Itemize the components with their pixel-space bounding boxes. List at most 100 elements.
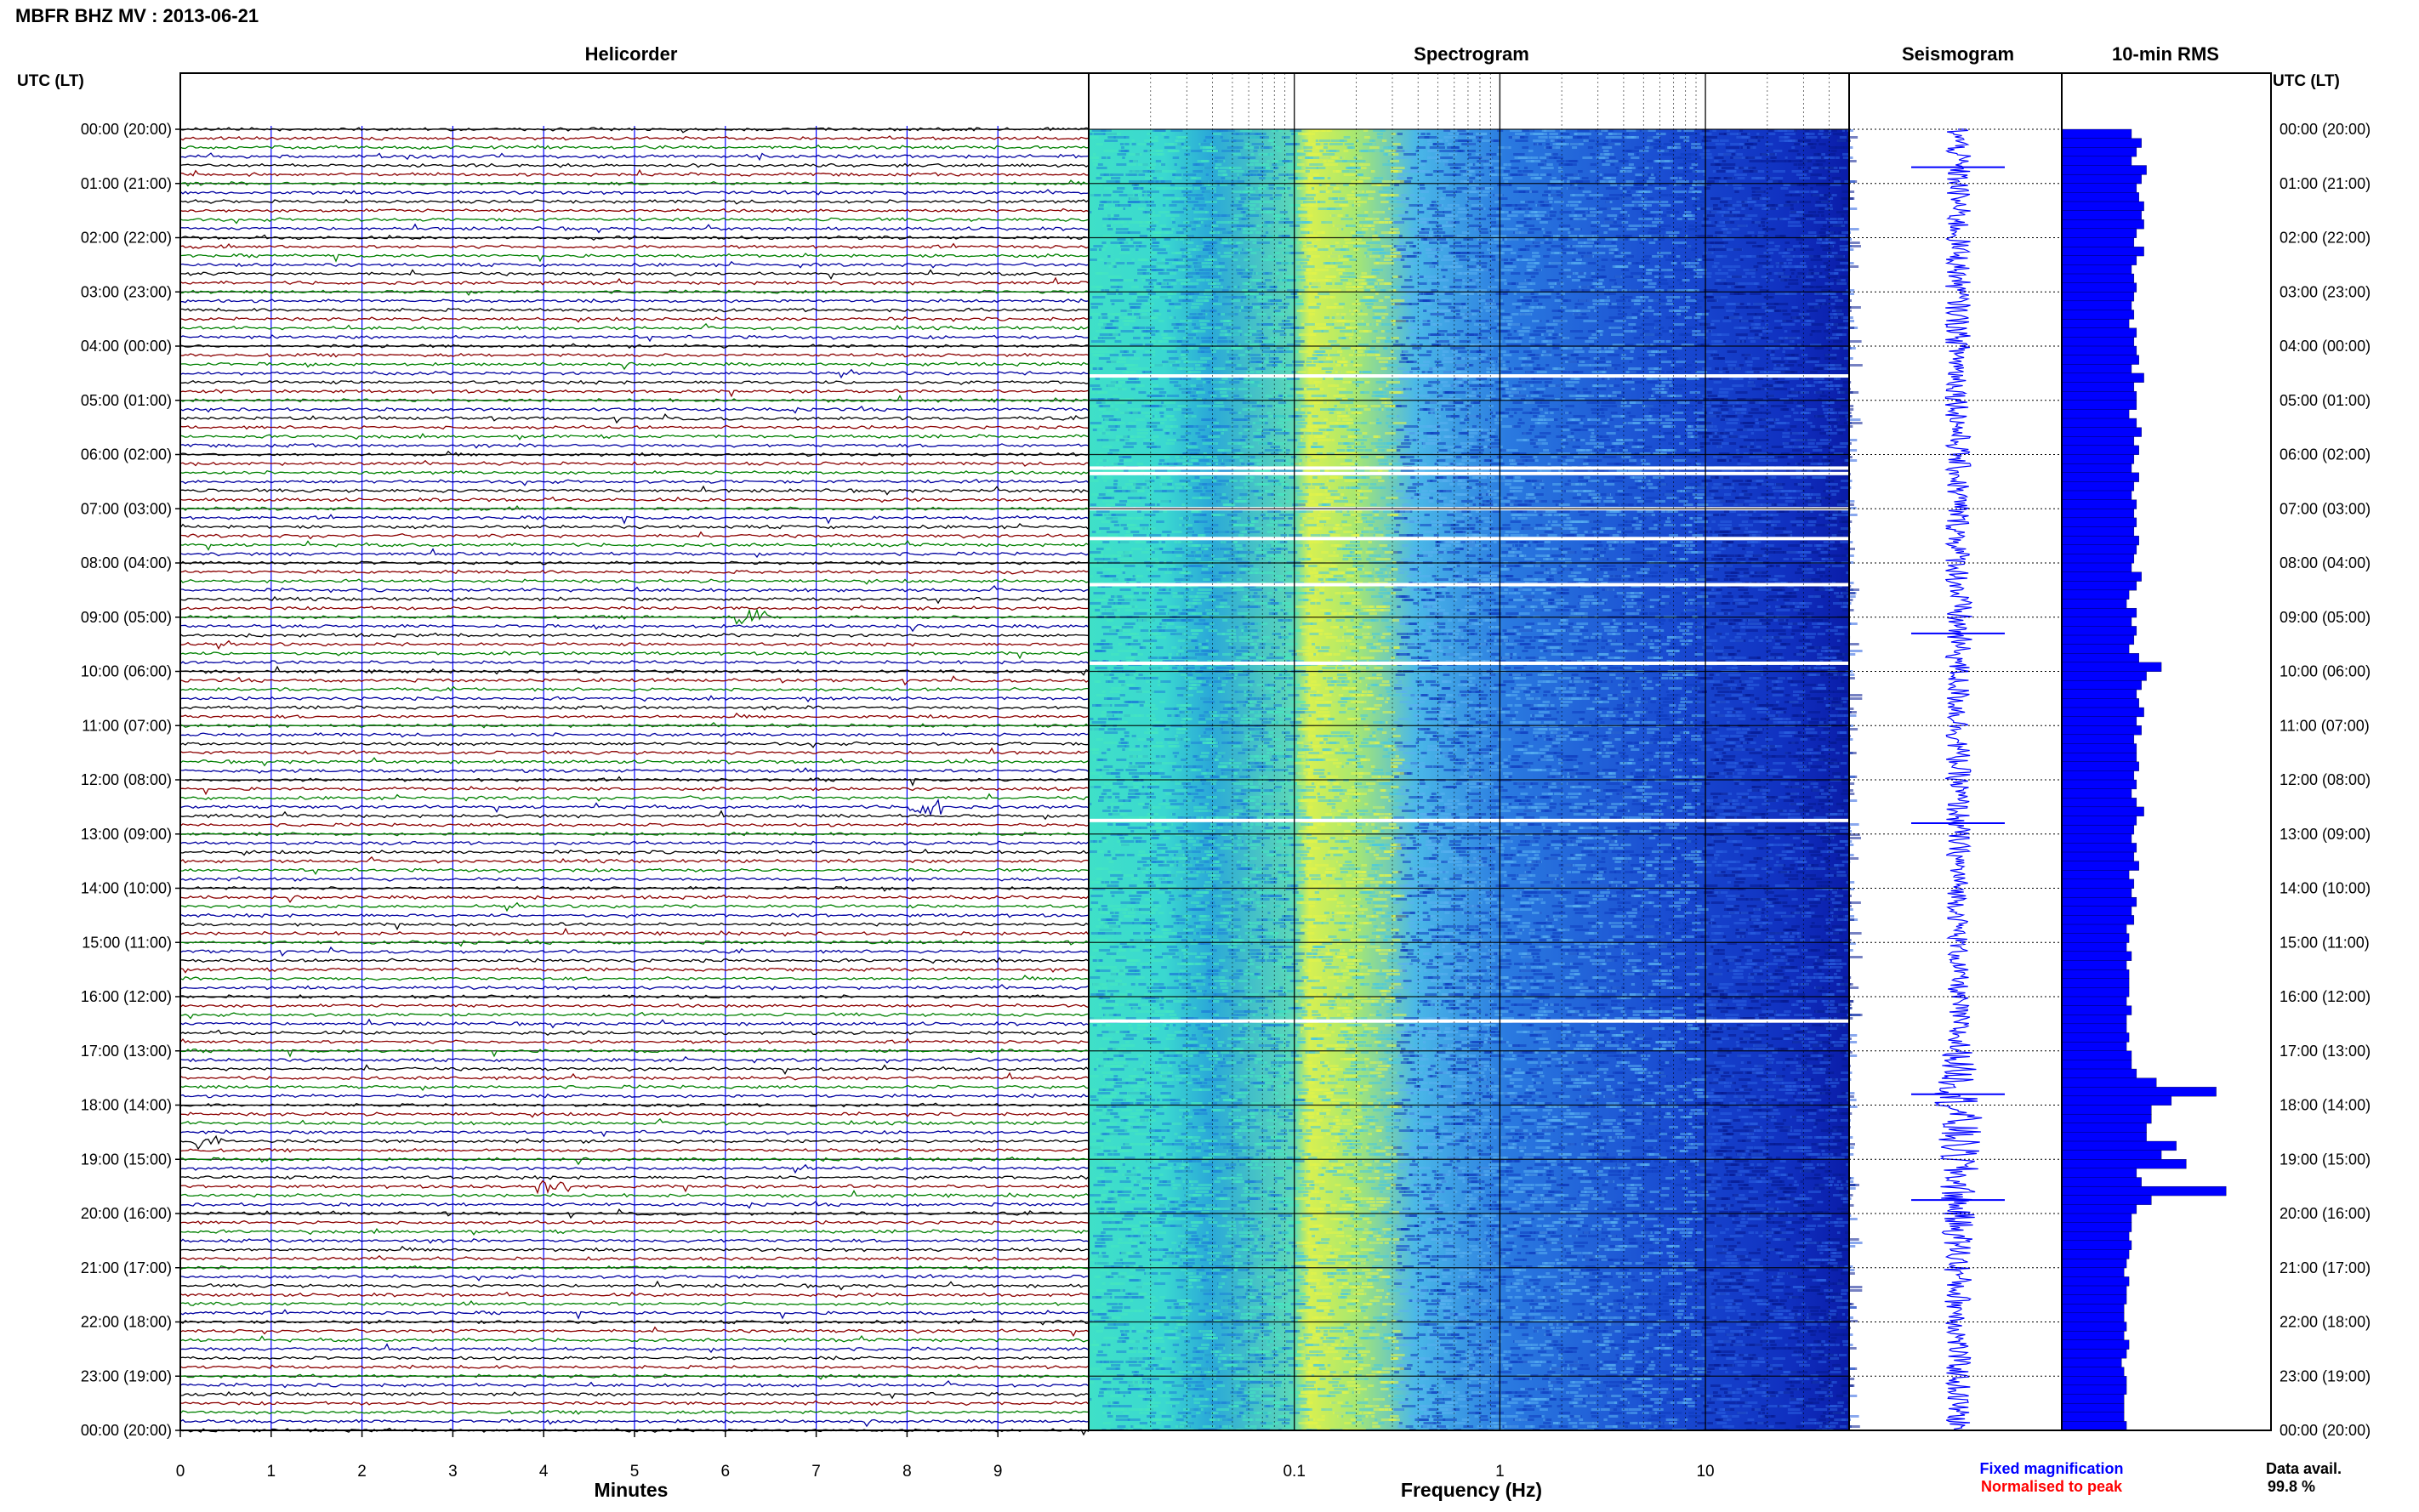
spectrogram-cell: [1513, 153, 1525, 156]
spectrogram-cell: [1694, 201, 1705, 203]
spectrogram-cell: [1621, 289, 1628, 292]
spectrogram-cell: [1357, 313, 1369, 315]
spectrogram-cell: [1750, 201, 1757, 203]
spectrogram-cell: [1734, 190, 1739, 193]
spectrogram-cell: [1728, 378, 1738, 380]
spectrogram-cell: [1487, 242, 1494, 244]
spectrogram-cell: [1339, 303, 1346, 305]
spectrogram-cell: [1614, 265, 1629, 268]
spectrogram-cell: [1330, 139, 1345, 142]
spectrogram-cell: [1752, 245, 1763, 247]
spectrogram-cell: [1679, 282, 1683, 285]
spectrogram-cell: [1673, 143, 1681, 145]
spectrogram-cell: [1172, 262, 1180, 264]
spectrogram-cell: [1710, 354, 1714, 356]
spectrogram-cell: [1264, 361, 1269, 363]
spectrogram-cell: [1413, 207, 1427, 210]
spectrogram-cell: [1526, 265, 1534, 268]
spectrogram-cell: [1374, 177, 1384, 179]
spectrogram-cell: [1115, 259, 1120, 261]
spectrogram-cell: [1591, 282, 1602, 285]
spectrogram-cell: [1704, 146, 1716, 149]
spectrogram-cell: [1793, 412, 1799, 414]
spectrogram-cell: [1114, 340, 1122, 343]
spectrogram-cell: [1688, 306, 1697, 309]
spectrogram-cell: [1431, 228, 1443, 230]
spectrogram-cell: [1773, 405, 1787, 407]
spectrogram-cell: [1607, 296, 1610, 298]
spectrogram-cell: [1579, 279, 1594, 281]
spectrogram-cell: [1353, 245, 1358, 247]
spectrogram-cell: [1145, 279, 1158, 281]
spectrogram-cell: [1631, 272, 1641, 275]
spectrogram-cell: [1101, 156, 1107, 159]
spectrogram-cell: [1712, 129, 1716, 132]
spectrogram-cell: [1349, 310, 1358, 312]
spectrogram-cell: [1346, 225, 1356, 227]
spectrogram-cell: [1243, 276, 1252, 278]
spectrogram-cell: [1346, 282, 1352, 285]
spectrogram-cell: [1470, 350, 1483, 353]
spectrogram-cell: [1248, 289, 1258, 292]
spectrogram-cell: [1545, 296, 1551, 298]
spectrogram-cell: [1415, 150, 1420, 152]
spectrogram-cell: [1244, 228, 1256, 230]
spectrogram-cell: [1740, 167, 1753, 169]
spectrogram-cell: [1497, 367, 1507, 370]
spectrogram-cell: [1422, 197, 1426, 200]
spectrogram-cell: [1286, 344, 1301, 346]
spectrogram-cell: [1491, 276, 1495, 278]
spectrogram-cell: [1426, 156, 1442, 159]
spectrogram-cell: [1210, 357, 1217, 360]
spectrogram-cell: [1505, 408, 1511, 411]
spectrogram-cell: [1705, 214, 1715, 217]
spectrogram-cell: [1286, 173, 1295, 176]
spectrogram-cell: [1836, 398, 1846, 401]
spectrogram-cell: [1375, 357, 1391, 360]
spectrogram-cell: [1667, 299, 1672, 302]
spectrogram-cell: [1617, 259, 1620, 261]
spectrogram-cell: [1132, 327, 1146, 329]
spectrogram-cell: [1467, 197, 1481, 200]
spectrogram-cell: [1346, 286, 1360, 288]
spectrogram-cell: [1639, 242, 1643, 244]
spectrogram-cell: [1733, 286, 1745, 288]
spectrogram-cell: [1835, 384, 1843, 387]
spectrogram-cell: [1390, 207, 1404, 210]
spectrogram-cell: [1219, 167, 1232, 169]
spectrogram-cell: [1665, 289, 1676, 292]
spectrogram-cell: [1288, 306, 1292, 309]
spectrogram-cell: [1260, 248, 1263, 251]
spectrogram-cell: [1302, 398, 1316, 401]
spectrogram-cell: [1631, 388, 1636, 390]
spectrogram-cell: [1558, 282, 1564, 285]
spectrogram-cell: [1789, 214, 1803, 217]
spectrogram-cell: [1381, 180, 1391, 183]
spectrogram-cell: [1585, 214, 1597, 217]
spectrogram-cell: [1527, 269, 1534, 271]
spectrogram-cell: [1582, 388, 1588, 390]
spectrogram-cell: [1142, 354, 1153, 356]
spectrogram-cell: [1276, 245, 1290, 247]
spectrogram-cell: [1175, 177, 1182, 179]
spectrogram-cell: [1745, 272, 1756, 275]
spectrogram-cell: [1832, 408, 1841, 411]
spectrogram-cell: [1123, 207, 1125, 210]
spectrogram-cell: [1696, 299, 1704, 302]
spectrogram-cell: [1380, 194, 1388, 196]
spectrogram-cell: [1314, 296, 1319, 298]
spectrogram-cell: [1591, 242, 1601, 244]
spectrogram-cell: [1373, 316, 1382, 319]
spectrogram-cell: [1516, 221, 1527, 224]
spectrogram-cell: [1232, 259, 1238, 261]
spectrogram-cell: [1249, 330, 1261, 333]
spectrogram-cell: [1671, 156, 1682, 159]
spectrogram-cell: [1591, 276, 1605, 278]
spectrogram-cell: [1587, 262, 1597, 264]
spectrogram-cell: [1707, 180, 1715, 183]
spectrogram-cell: [1456, 367, 1465, 370]
spectrogram-cell: [1624, 330, 1633, 333]
spectrogram-cell: [1708, 357, 1714, 360]
spectrogram-cell: [1204, 299, 1210, 302]
spectrogram-cell: [1726, 170, 1737, 173]
